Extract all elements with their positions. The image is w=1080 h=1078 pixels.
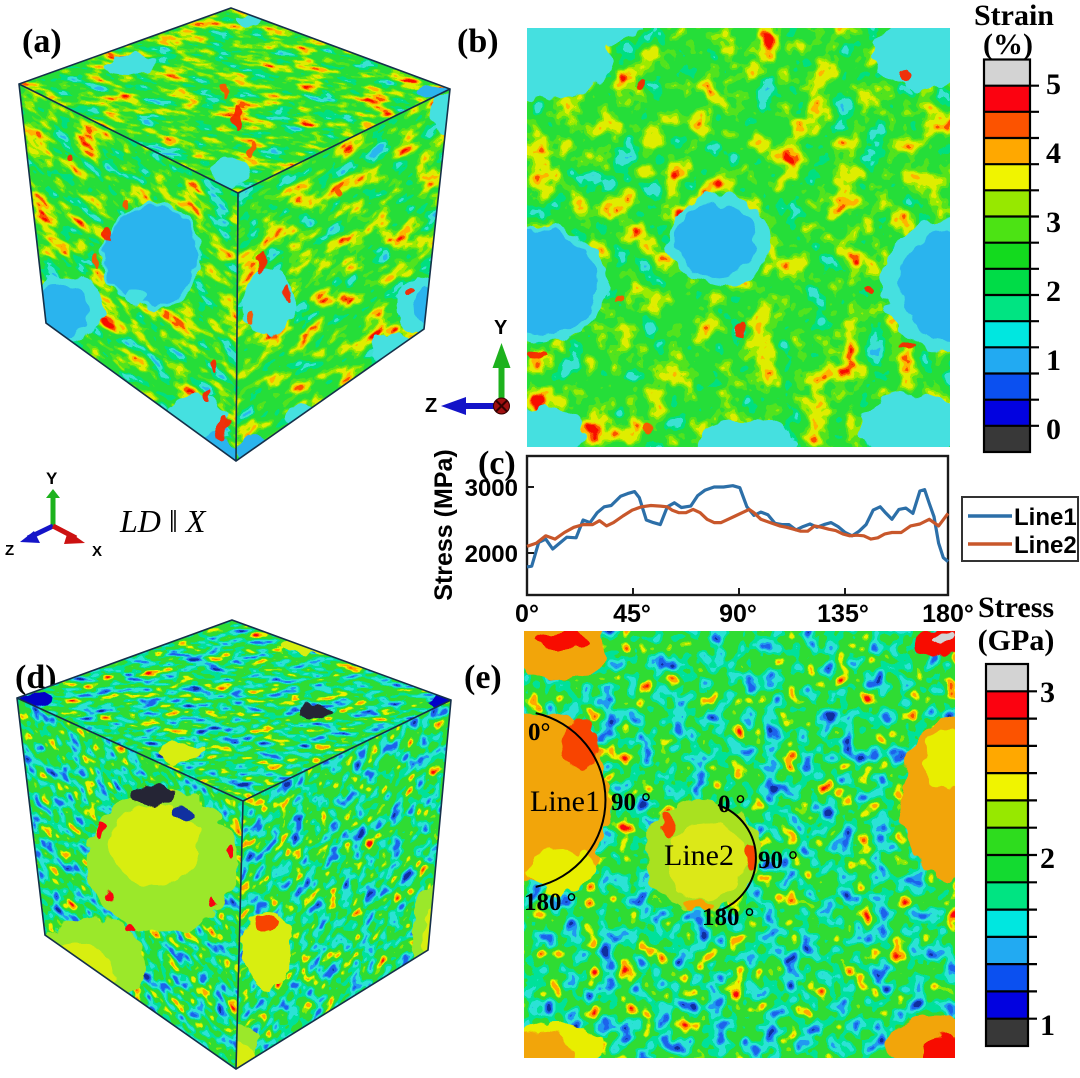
svg-text:Y: Y <box>46 469 58 488</box>
svg-text:0°: 0° <box>528 719 551 746</box>
svg-text:Stress (MPa): Stress (MPa) <box>430 449 458 600</box>
svg-text:Z: Z <box>5 542 14 559</box>
svg-text:2: 2 <box>1046 275 1061 308</box>
svg-text:0°: 0° <box>515 600 539 628</box>
svg-text:Z: Z <box>425 395 437 417</box>
svg-text:(b): (b) <box>457 23 499 60</box>
svg-text:1: 1 <box>1046 344 1061 377</box>
svg-text:(%): (%) <box>983 28 1033 61</box>
svg-text:45°: 45° <box>613 600 651 628</box>
svg-text:90°: 90° <box>719 600 757 628</box>
svg-text:180 °: 180 ° <box>524 889 577 916</box>
svg-text:(e): (e) <box>464 659 502 696</box>
svg-text:(a): (a) <box>22 23 62 60</box>
svg-text:2000: 2000 <box>465 541 518 568</box>
svg-text:Line1: Line1 <box>1014 504 1077 531</box>
svg-text:2: 2 <box>1040 842 1055 875</box>
svg-text:90 °: 90 ° <box>611 789 651 816</box>
svg-text:0: 0 <box>1046 413 1061 446</box>
svg-text:0 °: 0 ° <box>718 791 746 818</box>
svg-text:Strain: Strain <box>974 0 1054 32</box>
svg-text:180 °: 180 ° <box>702 904 755 931</box>
svg-text:Line2: Line2 <box>664 839 734 872</box>
svg-text:3: 3 <box>1040 676 1055 709</box>
svg-text:1: 1 <box>1040 1009 1055 1042</box>
svg-text:Stress: Stress <box>978 591 1054 624</box>
svg-text:4: 4 <box>1046 137 1061 170</box>
svg-text:3: 3 <box>1046 206 1061 239</box>
svg-text:(c): (c) <box>478 445 516 482</box>
svg-text:5: 5 <box>1046 68 1061 101</box>
svg-text:Line1: Line1 <box>530 785 600 818</box>
svg-text:90 °: 90 ° <box>758 847 798 874</box>
svg-text:3000: 3000 <box>465 475 518 502</box>
svg-text:X: X <box>92 543 102 560</box>
svg-text:LD ‖ X: LD ‖ X <box>119 503 207 539</box>
svg-text:180°: 180° <box>922 600 974 628</box>
svg-text:(GPa): (GPa) <box>978 624 1055 657</box>
svg-text:Line2: Line2 <box>1014 532 1077 559</box>
svg-text:135°: 135° <box>817 600 869 628</box>
svg-text:Y: Y <box>494 317 508 339</box>
